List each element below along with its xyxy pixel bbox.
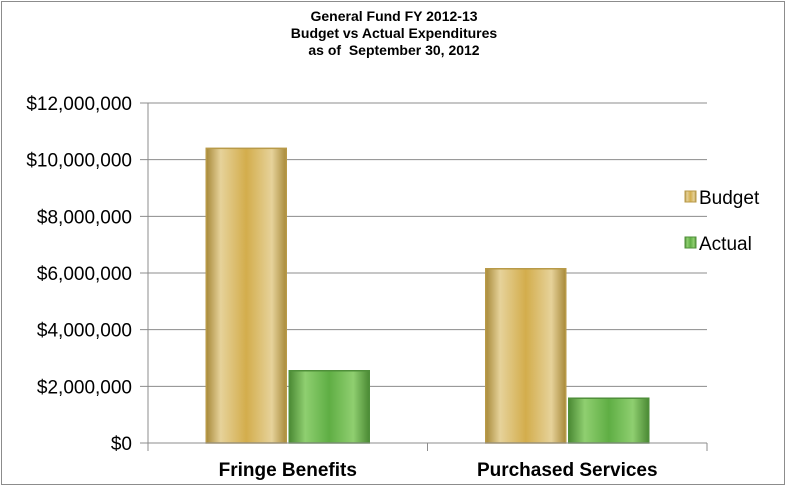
chart-title-line-2: Budget vs Actual Expenditures bbox=[290, 25, 498, 41]
x-category-label: Fringe Benefits bbox=[219, 460, 357, 481]
bar-purchased-services-budget: Budget: 6150000 bbox=[485, 268, 567, 444]
y-tick-label: $10,000,000 bbox=[26, 151, 132, 172]
y-tick-label: $6,000,000 bbox=[37, 264, 132, 285]
y-tick-label: $0 bbox=[111, 434, 132, 455]
legend: Budget Actual bbox=[684, 188, 760, 255]
y-tick-label: $8,000,000 bbox=[37, 207, 132, 228]
legend-swatch-budget bbox=[684, 190, 697, 203]
bar-fringe-benefits-actual: Actual: 2550000 bbox=[288, 370, 370, 444]
legend-label-budget: Budget bbox=[699, 188, 760, 209]
bars: Budget: 10400000Actual: 2550000 Budget: 6… bbox=[205, 147, 650, 444]
x-category-label: Purchased Services bbox=[477, 460, 658, 481]
x-axis: Fringe Benefits Purchased Services bbox=[147, 442, 708, 481]
y-tick-label: $2,000,000 bbox=[37, 377, 132, 398]
legend-label-actual: Actual bbox=[699, 234, 752, 255]
chart-title-line-1: General Fund FY 2012-13 bbox=[310, 8, 478, 24]
chart-title-line-3: as of September 30, 2012 bbox=[308, 42, 480, 58]
y-tick-label: $12,000,000 bbox=[26, 94, 132, 115]
bar-fringe-benefits-budget: Budget: 10400000 bbox=[205, 147, 287, 444]
chart-title: General Fund FY 2012-13 Budget vs Actual… bbox=[0, 8, 788, 59]
legend-swatch-actual bbox=[684, 236, 697, 249]
y-axis-ticks: $0 $2,000,000 $4,000,000 $6,000,000 $8,000,0… bbox=[26, 94, 132, 455]
y-tick-label: $4,000,000 bbox=[37, 321, 132, 342]
bar-purchased-services-actual: Actual: 1580000 bbox=[568, 397, 650, 444]
